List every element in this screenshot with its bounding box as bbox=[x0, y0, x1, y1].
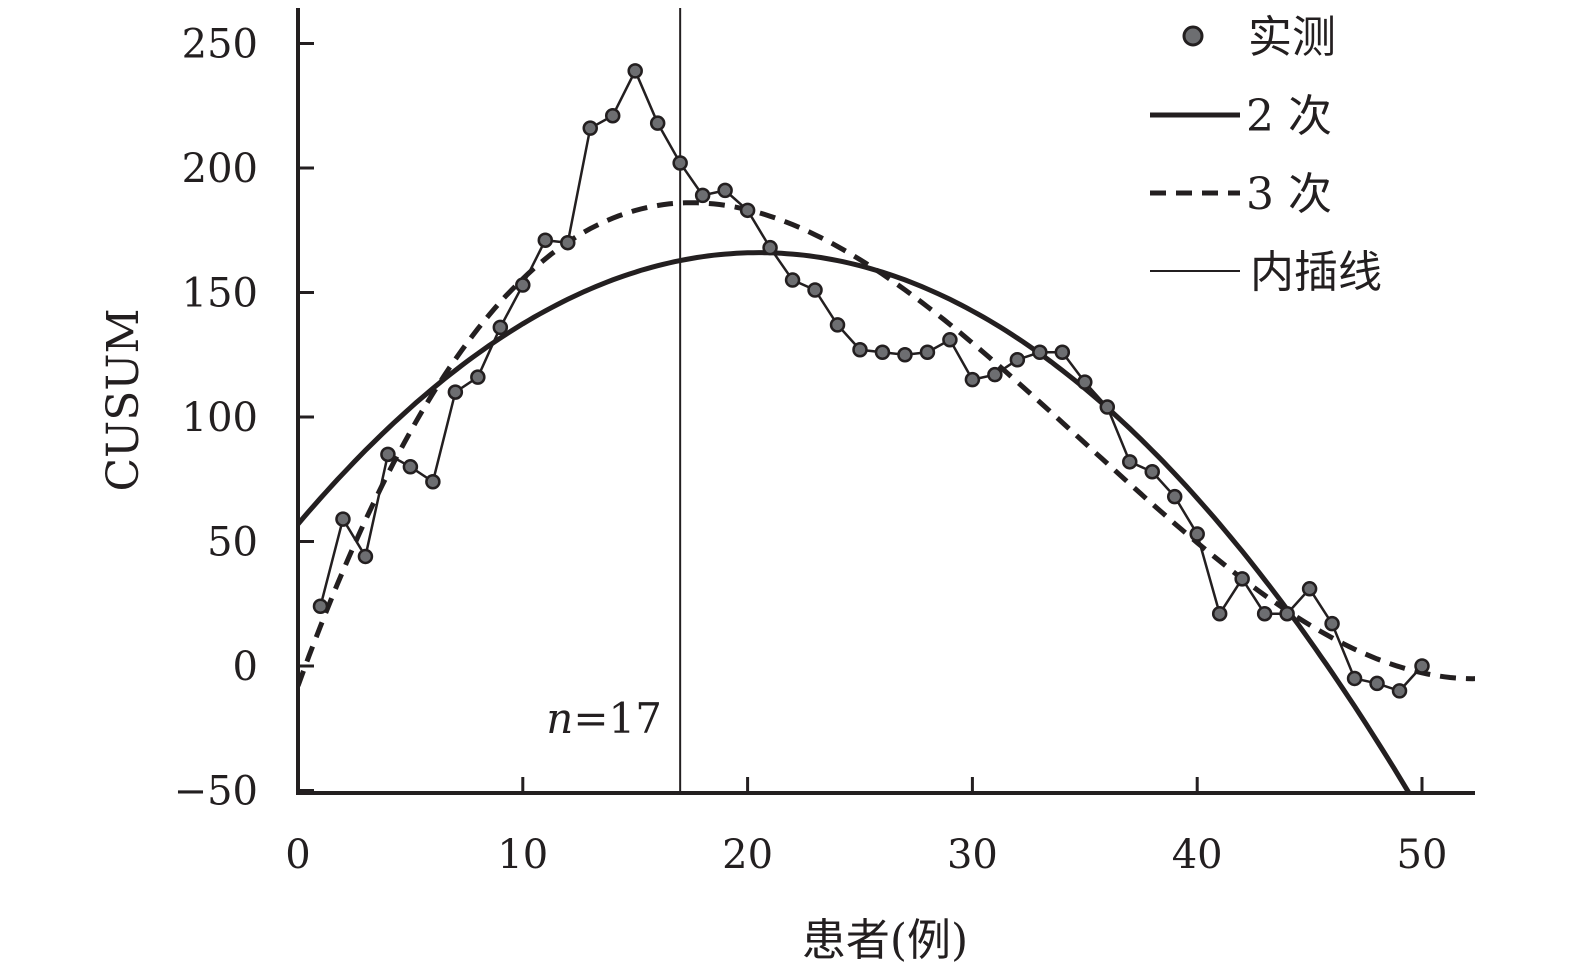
measured-point bbox=[537, 232, 554, 248]
measured-point bbox=[1077, 374, 1093, 390]
measured-point bbox=[649, 115, 666, 131]
measured-point bbox=[1324, 615, 1340, 632]
measured-point bbox=[1189, 526, 1205, 542]
measured-point bbox=[1032, 344, 1048, 361]
measured-point bbox=[694, 187, 711, 204]
y-axis-label: CUSUM bbox=[98, 308, 149, 491]
measured-point bbox=[1122, 454, 1138, 470]
measured-point bbox=[784, 272, 801, 288]
legend-label-quadratic: 2 次 bbox=[1246, 91, 1332, 142]
measured-point bbox=[1369, 675, 1385, 692]
measured-point bbox=[582, 120, 598, 136]
measured-point bbox=[515, 277, 531, 293]
quadratic-fit-line bbox=[298, 250, 1411, 791]
y-tick-label: 150 bbox=[182, 271, 258, 317]
legend-marker-measured bbox=[1182, 25, 1204, 47]
measured-point bbox=[1234, 571, 1250, 587]
x-tick-label: 0 bbox=[285, 832, 310, 878]
y-tick-label: 250 bbox=[182, 22, 258, 68]
measured-point bbox=[402, 459, 419, 475]
measured-point bbox=[1144, 464, 1160, 480]
y-tick-label: 50 bbox=[207, 520, 258, 566]
measured-point bbox=[470, 369, 486, 385]
measured-point bbox=[425, 473, 441, 490]
legend-label-cubic: 3 次 bbox=[1246, 169, 1332, 220]
measured-point bbox=[447, 384, 464, 400]
measured-point bbox=[357, 548, 374, 565]
measured-point bbox=[897, 347, 913, 363]
measured-point bbox=[672, 155, 688, 171]
cubic-fit-line bbox=[298, 200, 1475, 687]
y-tick-label: 200 bbox=[182, 146, 258, 192]
y-tick-label: −50 bbox=[174, 769, 258, 815]
measured-point bbox=[717, 182, 733, 199]
measured-point bbox=[1391, 683, 1408, 699]
legend-label-interp: 内插线 bbox=[1250, 247, 1382, 298]
x-tick-label: 20 bbox=[722, 832, 773, 878]
axes: −50 0 50 100 150 200 250 0 10 20 30 40 50 bbox=[174, 8, 1475, 878]
measured-point bbox=[874, 344, 891, 361]
measured-point bbox=[919, 344, 936, 361]
measured-point bbox=[312, 598, 329, 614]
measured-point bbox=[627, 63, 643, 79]
measured-point bbox=[1301, 581, 1318, 597]
legend: 实测 2 次 3 次 内插线 bbox=[1150, 12, 1382, 298]
measured-point bbox=[829, 317, 846, 333]
measured-point bbox=[492, 319, 509, 336]
x-tick-label: 30 bbox=[947, 832, 998, 878]
measured-point bbox=[560, 234, 576, 251]
x-tick-label: 50 bbox=[1397, 832, 1448, 878]
measured-point bbox=[1099, 399, 1116, 415]
measured-point bbox=[987, 366, 1003, 383]
measured-point bbox=[964, 371, 981, 388]
x-tick-label: 10 bbox=[497, 832, 548, 878]
y-tick-label: 0 bbox=[233, 644, 258, 690]
measured-point bbox=[1009, 351, 1026, 368]
measured-point bbox=[739, 202, 756, 219]
n-annotation: n=17 bbox=[546, 694, 662, 743]
x-tick-label: 40 bbox=[1172, 832, 1223, 878]
plot-area bbox=[298, 8, 1475, 791]
x-axis-label: 患者(例) bbox=[802, 915, 968, 966]
measured-point bbox=[604, 107, 621, 124]
measured-point bbox=[1414, 658, 1430, 674]
measured-point bbox=[1054, 344, 1071, 361]
measured-point bbox=[807, 282, 823, 298]
measured-point bbox=[1279, 605, 1295, 622]
legend-label-measured: 实测 bbox=[1248, 12, 1336, 63]
measured-line bbox=[319, 67, 1423, 693]
measured-point bbox=[852, 342, 868, 358]
measured-point bbox=[942, 332, 958, 348]
measured-point bbox=[1256, 605, 1273, 622]
measured-point bbox=[1346, 670, 1363, 687]
measured-point bbox=[1211, 605, 1228, 622]
measured-point bbox=[380, 446, 396, 463]
measured-point bbox=[1166, 488, 1183, 505]
y-tick-label: 100 bbox=[182, 395, 258, 441]
measured-point bbox=[335, 511, 351, 527]
measured-point bbox=[762, 239, 778, 256]
